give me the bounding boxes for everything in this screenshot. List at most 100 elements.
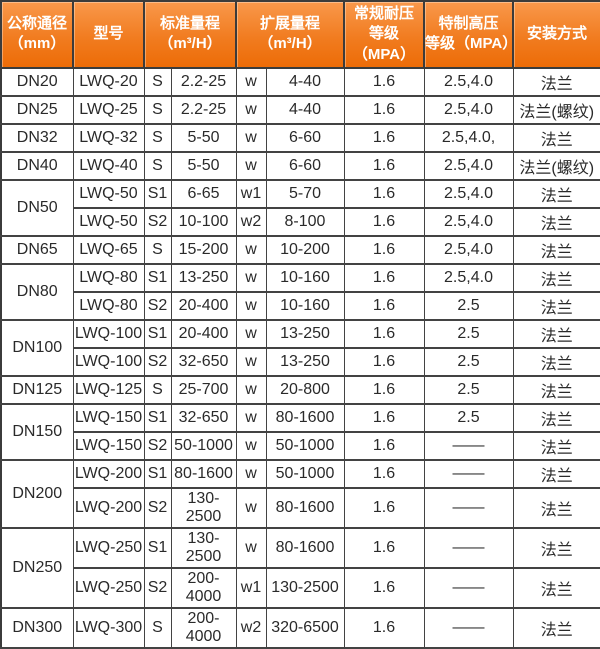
cell-ext-subrange: w xyxy=(235,402,267,433)
cell-std-range: 20-400 xyxy=(170,318,237,349)
cell-model: LWQ-300 xyxy=(72,606,145,649)
cell-normal-pressure: 1.6 xyxy=(343,526,425,569)
col-header-normal: 常规耐压 等级（MPA） xyxy=(343,0,425,69)
cell-install-type: 法兰 xyxy=(512,566,600,609)
cell-std-range: 32-650 xyxy=(170,346,237,377)
cell-high-pressure: 2.5,4.0 xyxy=(423,206,514,237)
cell-ext-range: 8-100 xyxy=(265,206,345,237)
cell-model: LWQ-40 xyxy=(72,150,145,181)
cell-high-pressure: 2.5 xyxy=(423,290,514,321)
cell-normal-pressure: 1.6 xyxy=(343,458,425,489)
cell-std-range: 2.2-25 xyxy=(170,66,237,97)
cell-high-pressure: 2.5 xyxy=(423,346,514,377)
cell-std-range: 80-1600 xyxy=(170,458,237,489)
cell-model: LWQ-250 xyxy=(72,526,145,569)
cell-normal-pressure: 1.6 xyxy=(343,66,425,97)
cell-high-pressure: 2.5,4.0, xyxy=(423,122,514,153)
table-row: DN20 LWQ-20 S 2.2-25 w 4-40 1.6 2.5,4.0 法兰 xyxy=(0,66,600,97)
cell-high-pressure: —— xyxy=(423,486,514,529)
cell-nominal-diameter: DN50 xyxy=(0,178,74,237)
cell-ext-range: 80-1600 xyxy=(265,402,345,433)
cell-std-subrange: S2 xyxy=(143,346,172,377)
cell-ext-subrange: w xyxy=(235,94,267,125)
cell-model: LWQ-25 xyxy=(72,94,145,125)
cell-ext-range: 10-160 xyxy=(265,290,345,321)
cell-ext-subrange: w xyxy=(235,290,267,321)
cell-high-pressure: —— xyxy=(423,606,514,649)
cell-model: LWQ-200 xyxy=(72,486,145,529)
cell-std-subrange: S xyxy=(143,94,172,125)
table-row: DN65 LWQ-65 S 15-200 w 10-200 1.6 2.5,4.0 法兰 xyxy=(0,234,600,265)
cell-ext-range: 50-1000 xyxy=(265,430,345,461)
cell-high-pressure: 2.5 xyxy=(423,318,514,349)
cell-model: LWQ-200 xyxy=(72,458,145,489)
cell-ext-range: 320-6500 xyxy=(265,606,345,649)
cell-std-subrange: S1 xyxy=(143,178,172,209)
col-header-dn: 公称通径 （mm） xyxy=(0,0,74,69)
cell-ext-range: 80-1600 xyxy=(265,526,345,569)
cell-std-subrange: S xyxy=(143,374,172,405)
cell-install-type: 法兰(螺纹) xyxy=(512,94,600,125)
table-row: DN125 LWQ-125 S 25-700 w 20-800 1.6 2.5 法兰 xyxy=(0,374,600,405)
cell-ext-subrange: w xyxy=(235,262,267,293)
cell-ext-subrange: w1 xyxy=(235,178,267,209)
table-row: DN50 LWQ-50 S1 6-65 w1 5-70 1.6 2.5,4.0 法兰 xyxy=(0,178,600,237)
cell-std-range: 20-400 xyxy=(170,290,237,321)
cell-normal-pressure: 1.6 xyxy=(343,122,425,153)
cell-high-pressure: —— xyxy=(423,430,514,461)
cell-ext-subrange: w xyxy=(235,150,267,181)
cell-nominal-diameter: DN300 xyxy=(0,606,74,649)
cell-model: LWQ-150 xyxy=(72,430,145,461)
cell-model: LWQ-100 xyxy=(72,346,145,377)
cell-std-subrange: S2 xyxy=(143,290,172,321)
cell-high-pressure: 2.5 xyxy=(423,374,514,405)
cell-normal-pressure: 1.6 xyxy=(343,234,425,265)
cell-std-subrange: S xyxy=(143,122,172,153)
cell-std-subrange: S1 xyxy=(143,526,172,569)
cell-std-subrange: S2 xyxy=(143,206,172,237)
table-row: LWQ-50 S2 10-100 w2 8-100 1.6 2.5,4.0 法兰 xyxy=(1,206,600,237)
cell-std-range: 200-4000 xyxy=(170,566,237,609)
cell-normal-pressure: 1.6 xyxy=(343,94,425,125)
cell-nominal-diameter: DN250 xyxy=(0,526,74,609)
cell-install-type: 法兰 xyxy=(512,318,600,349)
cell-nominal-diameter: DN40 xyxy=(0,150,74,181)
cell-nominal-diameter: DN200 xyxy=(0,458,74,529)
cell-std-range: 5-50 xyxy=(170,122,237,153)
cell-install-type: 法兰 xyxy=(512,346,600,377)
cell-normal-pressure: 1.6 xyxy=(343,150,425,181)
cell-ext-subrange: w xyxy=(235,374,267,405)
cell-install-type: 法兰 xyxy=(512,430,600,461)
cell-nominal-diameter: DN20 xyxy=(0,66,74,97)
cell-ext-range: 20-800 xyxy=(265,374,345,405)
cell-ext-subrange: w xyxy=(235,234,267,265)
cell-nominal-diameter: DN32 xyxy=(0,122,74,153)
cell-ext-range: 4-40 xyxy=(265,94,345,125)
col-header-std: 标准量程 （m³/H） xyxy=(143,0,237,69)
cell-model: LWQ-100 xyxy=(72,318,145,349)
cell-std-subrange: S2 xyxy=(143,566,172,609)
cell-std-range: 5-50 xyxy=(170,150,237,181)
cell-ext-range: 10-160 xyxy=(265,262,345,293)
cell-std-range: 200-4000 xyxy=(170,606,237,649)
cell-install-type: 法兰 xyxy=(512,486,600,529)
cell-ext-range: 13-250 xyxy=(265,346,345,377)
cell-nominal-diameter: DN100 xyxy=(0,318,74,377)
cell-install-type: 法兰 xyxy=(512,290,600,321)
cell-normal-pressure: 1.6 xyxy=(343,566,425,609)
cell-model: LWQ-65 xyxy=(72,234,145,265)
cell-normal-pressure: 1.6 xyxy=(343,290,425,321)
cell-install-type: 法兰(螺纹) xyxy=(512,150,600,181)
cell-ext-subrange: w xyxy=(235,430,267,461)
cell-std-range: 2.2-25 xyxy=(170,94,237,125)
cell-ext-subrange: w2 xyxy=(235,206,267,237)
cell-normal-pressure: 1.6 xyxy=(343,206,425,237)
cell-high-pressure: —— xyxy=(423,566,514,609)
cell-nominal-diameter: DN25 xyxy=(0,94,74,125)
cell-normal-pressure: 1.6 xyxy=(343,374,425,405)
cell-normal-pressure: 1.6 xyxy=(343,430,425,461)
cell-install-type: 法兰 xyxy=(512,458,600,489)
cell-std-range: 25-700 xyxy=(170,374,237,405)
cell-std-range: 130-2500 xyxy=(170,526,237,569)
cell-ext-subrange: w xyxy=(235,346,267,377)
